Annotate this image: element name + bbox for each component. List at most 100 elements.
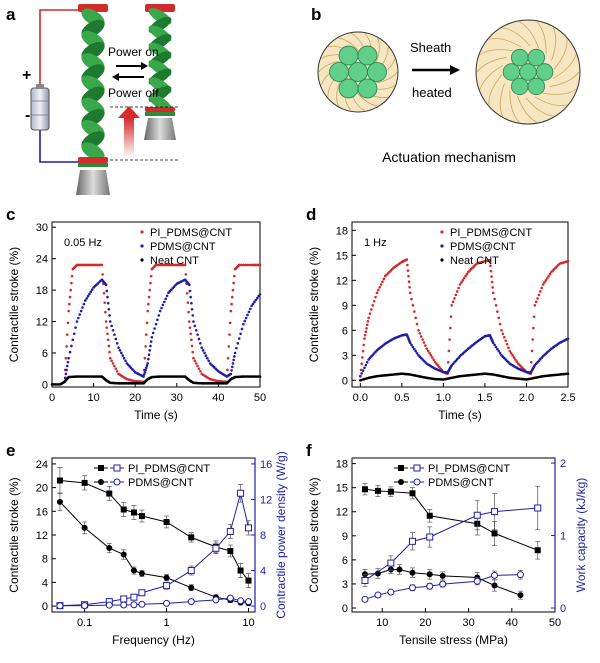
chart-c-legend-marker bbox=[140, 244, 144, 248]
chart-d-point bbox=[500, 329, 503, 332]
chart-c-point bbox=[146, 362, 149, 365]
chart-f-marker-circle-open bbox=[439, 580, 447, 588]
chart-c-point bbox=[111, 362, 115, 365]
chart-d-annotation: 1 Hz bbox=[364, 237, 387, 249]
chart-e-ytick-label: 16 bbox=[36, 506, 48, 518]
chart-e-xtick-label: 10 bbox=[242, 617, 254, 629]
chart-c-point bbox=[153, 327, 156, 330]
chart-c-point bbox=[79, 309, 83, 313]
chart-c-point bbox=[231, 362, 235, 365]
chart-d-point bbox=[530, 349, 534, 353]
chart-d-point bbox=[462, 276, 466, 280]
chart-f-ytick-label: 6 bbox=[342, 555, 348, 567]
chart-c-point bbox=[229, 372, 233, 376]
chart-c-point bbox=[229, 309, 233, 313]
chart-c-point bbox=[187, 320, 191, 323]
chart-e-xtick-label: 1 bbox=[163, 617, 169, 629]
chart-d-point bbox=[417, 329, 420, 332]
chart-c-point bbox=[187, 283, 191, 287]
chart-c-point bbox=[191, 350, 195, 354]
chart-d-point bbox=[566, 337, 570, 340]
chart-d-point bbox=[494, 345, 498, 349]
chart-c-point bbox=[118, 349, 122, 352]
chart-e-marker-circle bbox=[81, 524, 88, 531]
chart-e-marker-circle bbox=[188, 584, 195, 591]
chart-d-ytick-label: 9 bbox=[342, 300, 348, 312]
chart-c-point bbox=[188, 326, 192, 329]
chart-c-point bbox=[250, 304, 253, 308]
chart-d-ytick-label: 6 bbox=[342, 325, 348, 337]
chart-e-y2label: Contractile power density (W/g) bbox=[274, 451, 288, 618]
chart-e-marker-circle-open bbox=[226, 594, 234, 602]
chart-c-point bbox=[115, 342, 119, 345]
chart-c-point bbox=[67, 309, 70, 313]
chart-e-ytick-label: 24 bbox=[36, 459, 48, 471]
chart-d-point bbox=[496, 310, 499, 313]
chart-d-point bbox=[374, 295, 377, 299]
chart-d-point bbox=[512, 356, 516, 359]
chart-d-point bbox=[405, 258, 409, 261]
chart-d-point bbox=[372, 299, 376, 303]
chart-d-point bbox=[451, 300, 455, 304]
chart-c-frame bbox=[51, 221, 261, 388]
chart-d-point bbox=[545, 276, 549, 280]
chart-c-point bbox=[77, 316, 80, 320]
chart-c-legend-marker bbox=[140, 230, 144, 234]
chart-c-legend-label: PDMS@CNT bbox=[150, 241, 216, 253]
chart-d-point bbox=[411, 304, 415, 307]
chart-d-point bbox=[377, 288, 380, 292]
chart-c-point bbox=[165, 294, 169, 298]
chart-e-marker-circle-open bbox=[81, 602, 89, 610]
chart-e-marker-circle-open bbox=[105, 601, 113, 609]
chart-d-point bbox=[448, 338, 451, 341]
chart-c-point bbox=[161, 303, 165, 307]
chart-d-point bbox=[361, 369, 365, 372]
chart-e-marker-circle-open bbox=[130, 601, 138, 609]
circuit-wire-blue bbox=[39, 130, 80, 163]
chart-f-marker-circle-open bbox=[413, 478, 421, 486]
chart-c-point bbox=[108, 314, 111, 317]
panel-a-letter: a bbox=[6, 5, 16, 24]
chart-f-legend-label: PDMS@CNT bbox=[428, 477, 494, 489]
chart-d-point bbox=[367, 316, 370, 320]
chart-c-point bbox=[120, 351, 123, 355]
chart-f-series-line bbox=[364, 568, 521, 596]
chart-c-xtick-label: 40 bbox=[212, 392, 224, 404]
chart-d-ylabel: Contractile stroke (%) bbox=[307, 247, 321, 362]
chart-f-marker-square-open bbox=[473, 511, 481, 519]
chart-c-point bbox=[230, 302, 233, 306]
chart-c-point bbox=[183, 263, 187, 267]
arrow-label-bottom: heated bbox=[412, 85, 452, 100]
chart-c-point bbox=[144, 345, 147, 348]
chart-c-point bbox=[147, 357, 150, 361]
chart-c-point bbox=[117, 346, 120, 350]
chart-e-y2tick-label: 4 bbox=[260, 566, 266, 578]
chart-c-series-2 bbox=[50, 375, 262, 386]
chart-d-point bbox=[533, 304, 537, 307]
chart-f-marker-circle bbox=[439, 572, 446, 579]
chart-c-point bbox=[78, 313, 82, 316]
chart-c-legend-label: Neat CNT bbox=[150, 255, 199, 267]
chart-e-ytick-label: 4 bbox=[42, 577, 48, 589]
chart-d-point bbox=[447, 349, 451, 353]
chart-f-marker-square bbox=[534, 547, 541, 554]
chart-d-point bbox=[418, 332, 422, 335]
chart-d-point bbox=[539, 290, 542, 293]
chart-d-point bbox=[365, 326, 368, 330]
chart-c-point bbox=[196, 364, 199, 368]
chart-c-point bbox=[114, 367, 118, 370]
chart-c-point bbox=[164, 297, 168, 301]
chart-c-point bbox=[160, 263, 164, 267]
chart-c-point bbox=[196, 333, 199, 336]
chart-c-point bbox=[142, 373, 146, 376]
chart-c-point bbox=[237, 263, 241, 267]
chart-d-point bbox=[491, 341, 495, 345]
chart-c-xtick-label: 0 bbox=[49, 392, 55, 404]
chart-d-point bbox=[504, 339, 507, 343]
chart-d-point bbox=[371, 304, 375, 307]
chart-d-point bbox=[497, 316, 501, 320]
battery-minus-label: - bbox=[25, 107, 30, 124]
chart-c-point bbox=[83, 299, 87, 302]
chart-d-point bbox=[489, 269, 493, 273]
chart-d-point bbox=[566, 259, 570, 263]
